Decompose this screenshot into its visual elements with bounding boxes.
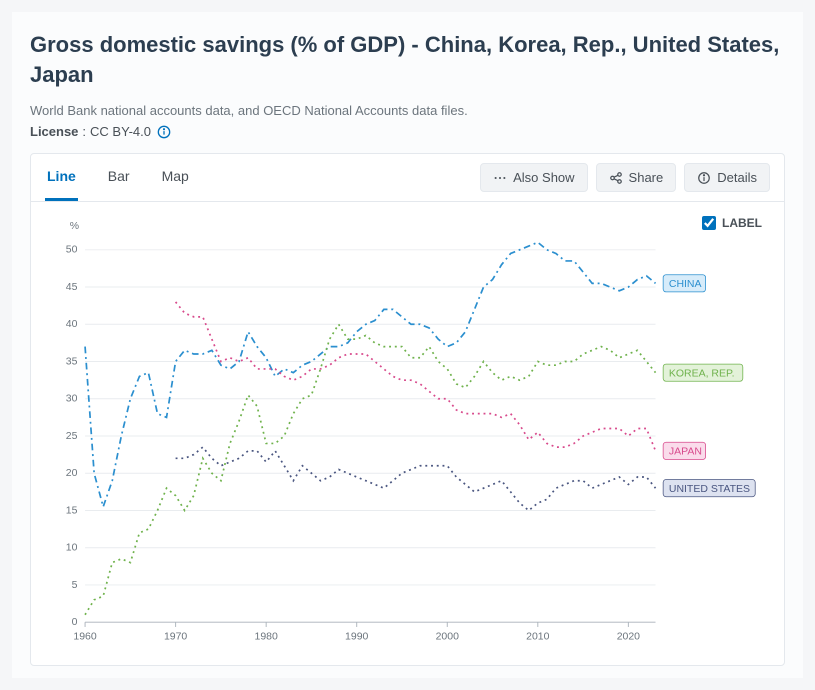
svg-text:40: 40 <box>66 320 78 331</box>
svg-text:35: 35 <box>66 357 78 368</box>
svg-text:UNITED STATES: UNITED STATES <box>669 484 750 495</box>
svg-text:1990: 1990 <box>345 632 368 643</box>
chart-toolbar: Line Bar Map Also Show Share Details <box>31 154 784 202</box>
svg-text:JAPAN: JAPAN <box>669 447 702 458</box>
line-chart: 0 5 10 15 20 25 30 35 40 45 50% 1960 1970 1980 1990 200… <box>45 212 770 651</box>
tab-line[interactable]: Line <box>45 154 78 201</box>
also-show-button[interactable]: Also Show <box>480 163 587 192</box>
series-label: UNITED STATES <box>663 480 755 497</box>
chart-tabs: Line Bar Map <box>45 154 191 201</box>
license-colon: : <box>82 124 86 139</box>
svg-text:2020: 2020 <box>617 632 640 643</box>
svg-text:30: 30 <box>66 394 78 405</box>
svg-text:20: 20 <box>66 468 78 479</box>
svg-text:2000: 2000 <box>436 632 459 643</box>
svg-text:1980: 1980 <box>255 632 278 643</box>
svg-text:1960: 1960 <box>73 632 96 643</box>
svg-text:%: % <box>70 222 79 233</box>
details-icon <box>697 171 711 185</box>
license-label: License <box>30 124 78 139</box>
series-label: CHINA <box>663 275 705 292</box>
license-value: CC BY-4.0 <box>90 124 151 139</box>
label-toggle[interactable]: LABEL <box>702 216 762 230</box>
series-label: KOREA, REP. <box>663 364 743 381</box>
license-row: License : CC BY-4.0 <box>30 124 785 139</box>
info-icon[interactable] <box>157 125 171 139</box>
chart-card: Line Bar Map Also Show Share Details <box>30 153 785 666</box>
chart-area: LABEL 0 5 10 15 20 25 30 35 40 45 50% 1960 1970 1980 1… <box>31 202 784 665</box>
page-title: Gross domestic savings (% of GDP) - Chin… <box>30 30 785 89</box>
source-text: World Bank national accounts data, and O… <box>30 103 785 118</box>
svg-text:50: 50 <box>66 245 78 256</box>
share-icon <box>609 171 623 185</box>
svg-text:25: 25 <box>66 431 78 442</box>
svg-text:1970: 1970 <box>164 632 187 643</box>
svg-text:10: 10 <box>66 543 78 554</box>
svg-text:2010: 2010 <box>526 632 549 643</box>
chart-actions: Also Show Share Details <box>480 155 770 200</box>
svg-text:KOREA, REP.: KOREA, REP. <box>669 369 735 380</box>
details-button[interactable]: Details <box>684 163 770 192</box>
svg-text:0: 0 <box>72 617 78 628</box>
series-label: JAPAN <box>663 443 705 460</box>
share-label: Share <box>629 170 664 185</box>
label-checkbox-text: LABEL <box>722 216 762 230</box>
tab-map[interactable]: Map <box>160 154 191 201</box>
page-container: Gross domestic savings (% of GDP) - Chin… <box>12 12 803 678</box>
also-show-label: Also Show <box>513 170 574 185</box>
tab-bar[interactable]: Bar <box>106 154 132 201</box>
menu-dots-icon <box>493 171 507 185</box>
svg-text:45: 45 <box>66 282 78 293</box>
label-checkbox[interactable] <box>702 216 716 230</box>
svg-text:CHINA: CHINA <box>669 279 702 290</box>
share-button[interactable]: Share <box>596 163 677 192</box>
details-label: Details <box>717 170 757 185</box>
svg-text:15: 15 <box>66 506 78 517</box>
svg-text:5: 5 <box>72 580 78 591</box>
